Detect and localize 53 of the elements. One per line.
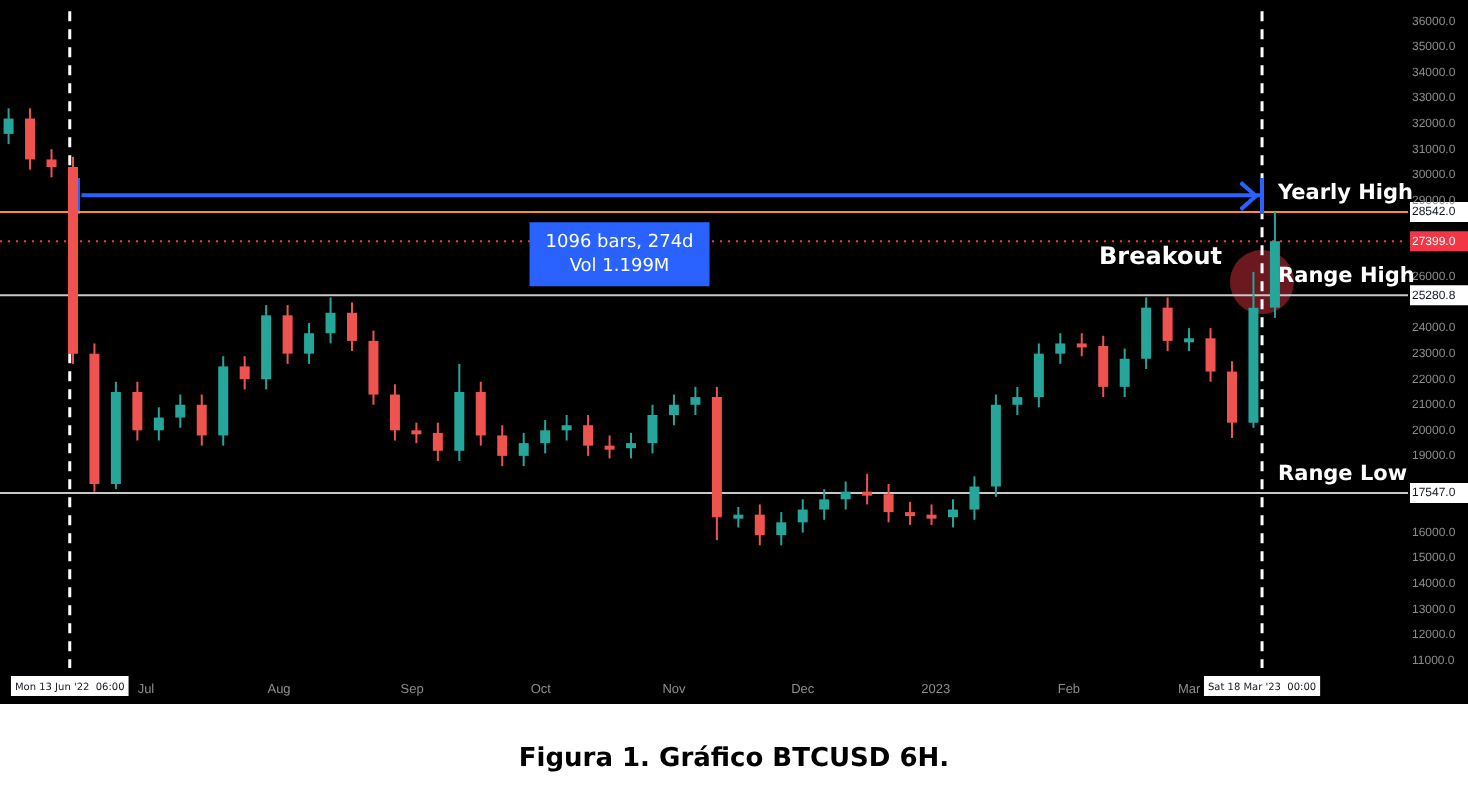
annotation: Breakout	[1099, 242, 1223, 271]
candlestick	[883, 482, 894, 524]
candlestick	[518, 431, 529, 468]
candlestick	[1012, 385, 1023, 416]
candlestick	[1184, 327, 1195, 353]
ref-line-label: Range Low	[1278, 461, 1408, 486]
candlestick	[389, 383, 400, 442]
candlestick	[733, 506, 744, 529]
candlestick	[46, 148, 57, 179]
candlestick	[583, 413, 594, 457]
candlestick	[475, 380, 486, 447]
candlestick	[776, 511, 787, 547]
candlestick	[947, 498, 958, 529]
candlestick	[497, 424, 508, 468]
candlestick	[819, 488, 830, 521]
candlestick	[239, 355, 250, 391]
candlestick	[153, 406, 164, 442]
candlestick	[1119, 347, 1130, 399]
candlestick	[1033, 342, 1044, 409]
candlestick	[540, 419, 551, 455]
ref-line-label: Range High	[1278, 264, 1415, 289]
candlestick	[3, 107, 14, 146]
candlestick	[196, 393, 207, 447]
candlestick	[797, 498, 808, 534]
candlestick	[1055, 332, 1066, 365]
candlestick	[626, 431, 637, 460]
candlestick	[1162, 296, 1173, 353]
candlestick	[325, 296, 336, 345]
ref-line-label: Yearly High	[1276, 180, 1414, 205]
candlestick	[926, 503, 937, 526]
candlestick	[25, 107, 36, 171]
candlestick	[132, 380, 143, 442]
candlestick	[561, 413, 572, 442]
candlestick	[690, 385, 701, 416]
candlestick	[411, 421, 422, 445]
candlestick	[1076, 332, 1087, 358]
candlestick	[668, 393, 679, 427]
candlestick	[840, 480, 851, 511]
candlestick	[347, 301, 357, 353]
candlestick	[432, 421, 443, 462]
candlestick	[1098, 334, 1109, 399]
candlestick	[175, 393, 186, 429]
candlestick	[905, 500, 916, 526]
candlestick	[862, 472, 873, 506]
candlestick	[969, 475, 980, 521]
candlestick	[304, 321, 315, 365]
text: Figura 1. Gráfico BTCUSD 6H.	[516, 744, 952, 774]
candlestick	[282, 304, 293, 365]
annotation: 1096 bars, 274d Vol 1.199M	[545, 232, 694, 277]
candlestick	[754, 503, 765, 547]
candlestick	[647, 403, 658, 455]
candlestick	[604, 434, 615, 460]
candlestick	[1205, 327, 1216, 383]
